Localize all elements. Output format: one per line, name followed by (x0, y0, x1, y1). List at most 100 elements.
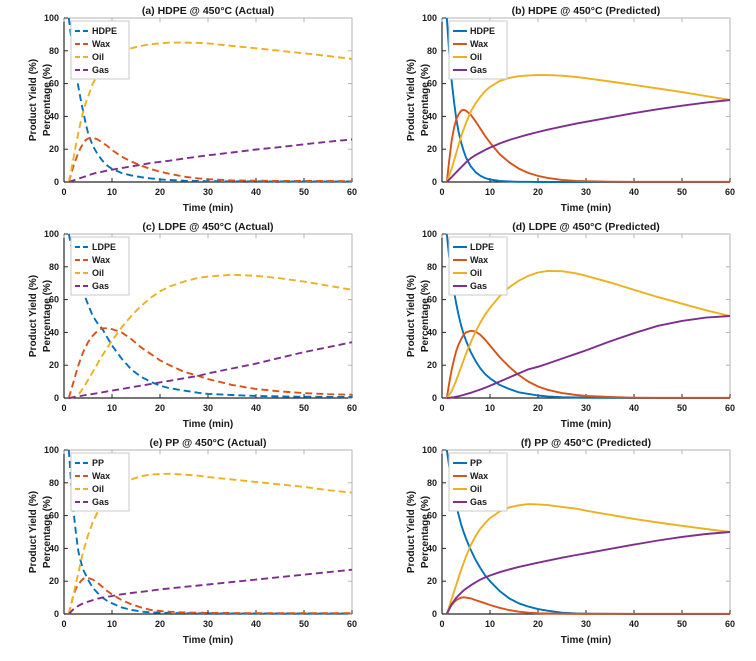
y-axis-label-secondary: Percentage (%) (420, 496, 431, 568)
series-line-wax (67, 576, 352, 615)
x-tick-label: 20 (533, 187, 543, 197)
x-tick-label: 60 (725, 403, 735, 413)
y-tick-label: 20 (49, 144, 59, 154)
chart-title: (c) LDPE @ 450°C (Actual) (142, 221, 273, 233)
legend-label-gas: Gas (92, 65, 109, 75)
series-line-gas (445, 531, 731, 615)
subplot-d-ldpe-predicted: (d) LDPE @ 450°C (Predicted) Product Yie… (378, 220, 756, 436)
y-tick-label: 20 (49, 360, 59, 370)
y-axis-label-primary: Product Yield (%) (28, 59, 39, 141)
x-tick-label: 60 (725, 619, 735, 629)
y-tick-label: 20 (427, 144, 437, 154)
plot-area-f: (f) PP @ 450°C (Predicted) Product Yield… (406, 437, 735, 646)
plot-area-a: (a) HDPE @ 450°C (Actual) Product Yield … (28, 5, 357, 214)
x-tick-label: 60 (725, 187, 735, 197)
x-tick-label: 40 (629, 619, 639, 629)
y-tick-label: 20 (49, 576, 59, 586)
x-tick-label: 50 (299, 403, 309, 413)
series-line-wax (67, 136, 353, 183)
x-tick-label: 0 (439, 619, 444, 629)
chart-title: (d) LDPE @ 450°C (Predicted) (512, 221, 659, 233)
y-tick-label: 40 (49, 327, 59, 337)
y-tick-label: 80 (427, 478, 437, 488)
x-tick-label: 10 (107, 619, 117, 629)
y-tick-label: 20 (427, 360, 437, 370)
x-axis-label: Time (min) (561, 203, 611, 214)
y-axis-label-secondary: Percentage (%) (420, 64, 431, 136)
x-tick-label: 0 (439, 403, 444, 413)
x-tick-label: 50 (299, 187, 309, 197)
legend-label-gas: Gas (470, 497, 487, 507)
x-tick-label: 20 (533, 403, 543, 413)
x-tick-label: 30 (203, 619, 213, 629)
legend-label-wax: Wax (92, 255, 110, 265)
chart-title: (a) HDPE @ 450°C (Actual) (142, 5, 274, 17)
plot-area-b: (b) HDPE @ 450°C (Predicted) Product Yie… (406, 5, 735, 214)
y-tick-label: 100 (44, 13, 59, 23)
y-tick-label: 40 (427, 327, 437, 337)
x-tick-label: 20 (155, 619, 165, 629)
series-line-gas (68, 341, 353, 399)
x-tick-label: 0 (61, 619, 66, 629)
legend-label-wax: Wax (470, 471, 488, 481)
x-tick-label: 60 (347, 187, 357, 197)
x-tick-label: 10 (107, 187, 117, 197)
plot-area-e: (e) PP @ 450°C (Actual) Product Yield (%… (28, 437, 357, 646)
series-line-oil (446, 269, 731, 399)
y-tick-label: 60 (49, 295, 59, 305)
legend-box (70, 236, 130, 296)
y-tick-label: 0 (54, 609, 59, 619)
legend-label-oil: Oil (470, 52, 482, 62)
subplot-a-hdpe-actual: (a) HDPE @ 450°C (Actual) Product Yield … (0, 4, 378, 220)
x-axis-label: Time (min) (183, 635, 233, 646)
series-line-wax (445, 329, 730, 399)
y-tick-label: 0 (432, 393, 437, 403)
y-tick-label: 80 (49, 262, 59, 272)
x-tick-label: 20 (155, 187, 165, 197)
plot-area-d: (d) LDPE @ 450°C (Predicted) Product Yie… (406, 221, 735, 430)
legend-label-oil: Oil (92, 484, 104, 494)
legend-label-gas: Gas (470, 281, 487, 291)
series-line-oil (68, 273, 353, 399)
y-tick-label: 20 (427, 576, 437, 586)
legend-label-wax: Wax (92, 471, 110, 481)
y-tick-label: 100 (44, 229, 59, 239)
subplot-c-ldpe-actual: (c) LDPE @ 450°C (Actual) Product Yield … (0, 220, 378, 436)
subplot-f-pp-predicted: (f) PP @ 450°C (Predicted) Product Yield… (378, 436, 756, 652)
chart-title: (b) HDPE @ 450°C (Predicted) (512, 5, 661, 17)
y-tick-label: 0 (432, 609, 437, 619)
x-tick-label: 20 (155, 403, 165, 413)
series-line-wax (445, 108, 730, 183)
x-axis-label: Time (min) (561, 635, 611, 646)
x-tick-label: 30 (581, 619, 591, 629)
x-tick-label: 50 (677, 619, 687, 629)
x-tick-label: 40 (251, 403, 261, 413)
y-tick-label: 0 (432, 177, 437, 187)
legend-label-wax: Wax (470, 255, 488, 265)
y-tick-label: 80 (427, 262, 437, 272)
series-line-gas (68, 568, 353, 615)
x-tick-label: 40 (629, 187, 639, 197)
legend-label-pp: PP (92, 458, 104, 468)
legend-label-gas: Gas (92, 497, 109, 507)
chart-title: (f) PP @ 450°C (Predicted) (521, 437, 651, 449)
series-line-gas (68, 138, 353, 183)
x-tick-label: 40 (629, 403, 639, 413)
y-tick-label: 60 (427, 511, 437, 521)
legend-label-ldpe: LDPE (92, 242, 116, 252)
legend-label-oil: Oil (92, 52, 104, 62)
y-tick-label: 80 (49, 46, 59, 56)
y-axis-label-primary: Product Yield (%) (406, 275, 417, 357)
chart-title: (e) PP @ 450°C (Actual) (150, 437, 267, 449)
x-tick-label: 20 (533, 619, 543, 629)
y-tick-label: 80 (427, 46, 437, 56)
y-axis-label-secondary: Percentage (%) (420, 280, 431, 352)
x-tick-label: 10 (485, 619, 495, 629)
y-axis-label-secondary: Percentage (%) (42, 280, 53, 352)
legend-box (70, 452, 130, 512)
y-tick-label: 100 (422, 229, 437, 239)
x-tick-label: 30 (581, 403, 591, 413)
legend-label-oil: Oil (470, 268, 482, 278)
y-axis-label-primary: Product Yield (%) (406, 491, 417, 573)
